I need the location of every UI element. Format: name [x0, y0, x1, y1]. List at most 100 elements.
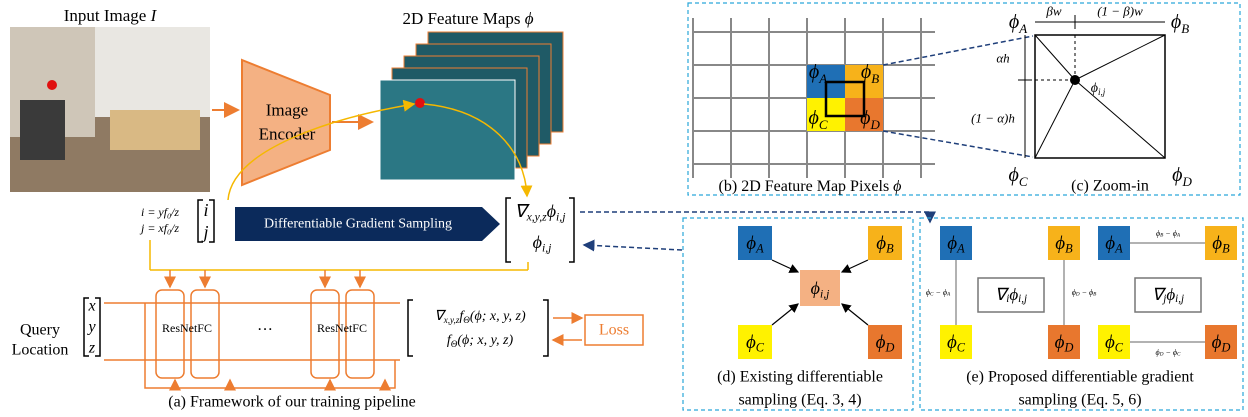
connector [1035, 35, 1075, 80]
label-part: ϕ [547, 201, 556, 221]
label: ϕi,j [533, 232, 552, 254]
label-part: i,j [542, 241, 551, 254]
label-part: I [150, 6, 158, 25]
connector [772, 260, 798, 272]
label-part: D [1181, 174, 1192, 189]
label: Input Image I [64, 6, 158, 25]
label-part: ϕ [876, 332, 886, 353]
label-part: C [819, 117, 828, 132]
label-part: A [946, 291, 951, 297]
connector [1075, 80, 1165, 158]
bracket [408, 300, 413, 356]
bracket [95, 298, 100, 356]
label-part: B [1093, 291, 1097, 297]
label-part: j = xf [139, 221, 169, 235]
label-part: A [755, 242, 764, 256]
label-part: ϕ [1055, 332, 1065, 353]
label-part: − ϕ [1080, 288, 1094, 297]
label-part: − ϕ [933, 288, 947, 297]
bracket [569, 198, 574, 262]
connector [1075, 35, 1165, 80]
label-part: B [886, 242, 894, 256]
label: ϕC − ϕA [926, 288, 951, 298]
label-part: ϕ [1172, 164, 1182, 186]
label-part: (ϕ; x, y, z) [470, 309, 526, 324]
connector [883, 36, 1033, 65]
label: Query [20, 322, 60, 339]
label: (b) 2D Feature Map Pixels ϕ [719, 178, 902, 195]
label: Image [266, 101, 308, 120]
label-part: B [871, 71, 879, 86]
label-part: ϕ [861, 61, 871, 83]
label-part: ϕ [808, 107, 818, 129]
label-part: ϕ [1008, 164, 1018, 186]
label-part: D [1220, 341, 1230, 355]
label-part: ϕ [1009, 285, 1018, 304]
label: z [88, 340, 96, 357]
label: Loss [599, 322, 629, 339]
label: (a) Framework of our training pipeline [168, 394, 415, 411]
label-part: C [1019, 174, 1028, 189]
label: ϕi,j [1091, 81, 1106, 98]
label-part: x,y,z [443, 315, 460, 325]
label-part: ϕ [811, 278, 820, 298]
connector [1035, 80, 1075, 158]
label: ϕC [1008, 164, 1027, 189]
label: (d) Existing differentiable [717, 369, 883, 386]
connector [842, 304, 868, 325]
label-part: ϕ [1212, 233, 1222, 254]
connector [842, 260, 868, 272]
label-part: 2D Feature Maps [402, 9, 524, 28]
label-part: B [1181, 21, 1189, 36]
label: ϕB [1171, 11, 1189, 36]
label-part: i,j [820, 287, 829, 300]
connector [883, 131, 1033, 157]
label-part: ϕ [1055, 233, 1065, 254]
label-part: (ϕ; x, y, z) [457, 333, 513, 348]
label: Differentiable Gradient Sampling [264, 217, 452, 232]
label-part: D [884, 341, 894, 355]
label: sampling (Eq. 3, 4) [738, 392, 861, 409]
label: (c) Zoom-in [1071, 178, 1149, 195]
label-part: − ϕ [1163, 229, 1177, 238]
feature-point [415, 98, 425, 108]
label-part: B [1065, 242, 1073, 256]
label-part: i = yf [141, 205, 169, 219]
label: (1 − α)h [971, 111, 1015, 126]
encoder-shape [242, 60, 330, 185]
figure: Input Image IImageEncoder2D Feature Maps… [0, 0, 1248, 417]
label-part: ϕ [746, 233, 756, 254]
label-part: A [1176, 232, 1181, 238]
query-point [47, 80, 57, 90]
label: 2D Feature Maps ϕ [402, 9, 533, 28]
bracket [543, 300, 548, 356]
label: ϕA [1009, 11, 1027, 36]
label-part: C [1115, 341, 1124, 355]
label: (e) Proposed differentiable gradient [966, 369, 1194, 386]
label-part: ϕ [746, 332, 756, 353]
photo-curtain [95, 27, 210, 117]
label-part: /z [170, 205, 179, 219]
label: fΘ(ϕ; x, y, z) [447, 333, 514, 350]
label-part: ϕ [860, 107, 870, 129]
label-part: A [1114, 242, 1123, 256]
label-part: ϕ [809, 61, 819, 83]
label-part: /z [170, 221, 179, 235]
bracket [209, 200, 214, 242]
label-part: ϕ [876, 233, 886, 254]
label-part: C [957, 341, 966, 355]
label: ∇x,y,zfΘ(ϕ; x, y, z) [434, 309, 526, 326]
label-part: x,y,z [526, 210, 548, 223]
label-part: i,j [1018, 293, 1027, 305]
label: ∇x,y,zϕi,j [515, 201, 566, 223]
label: y [86, 319, 96, 336]
label-part: − ϕ [1163, 348, 1177, 357]
label-part: C [756, 341, 765, 355]
label-part: ϕ [1212, 332, 1222, 353]
label: ··· [257, 322, 273, 339]
label-part: A [818, 71, 827, 86]
label-part: ϕ [1091, 81, 1098, 96]
label-part: ϕ [1171, 11, 1181, 33]
label: ResNetFC [317, 321, 367, 335]
bracket [198, 200, 203, 242]
